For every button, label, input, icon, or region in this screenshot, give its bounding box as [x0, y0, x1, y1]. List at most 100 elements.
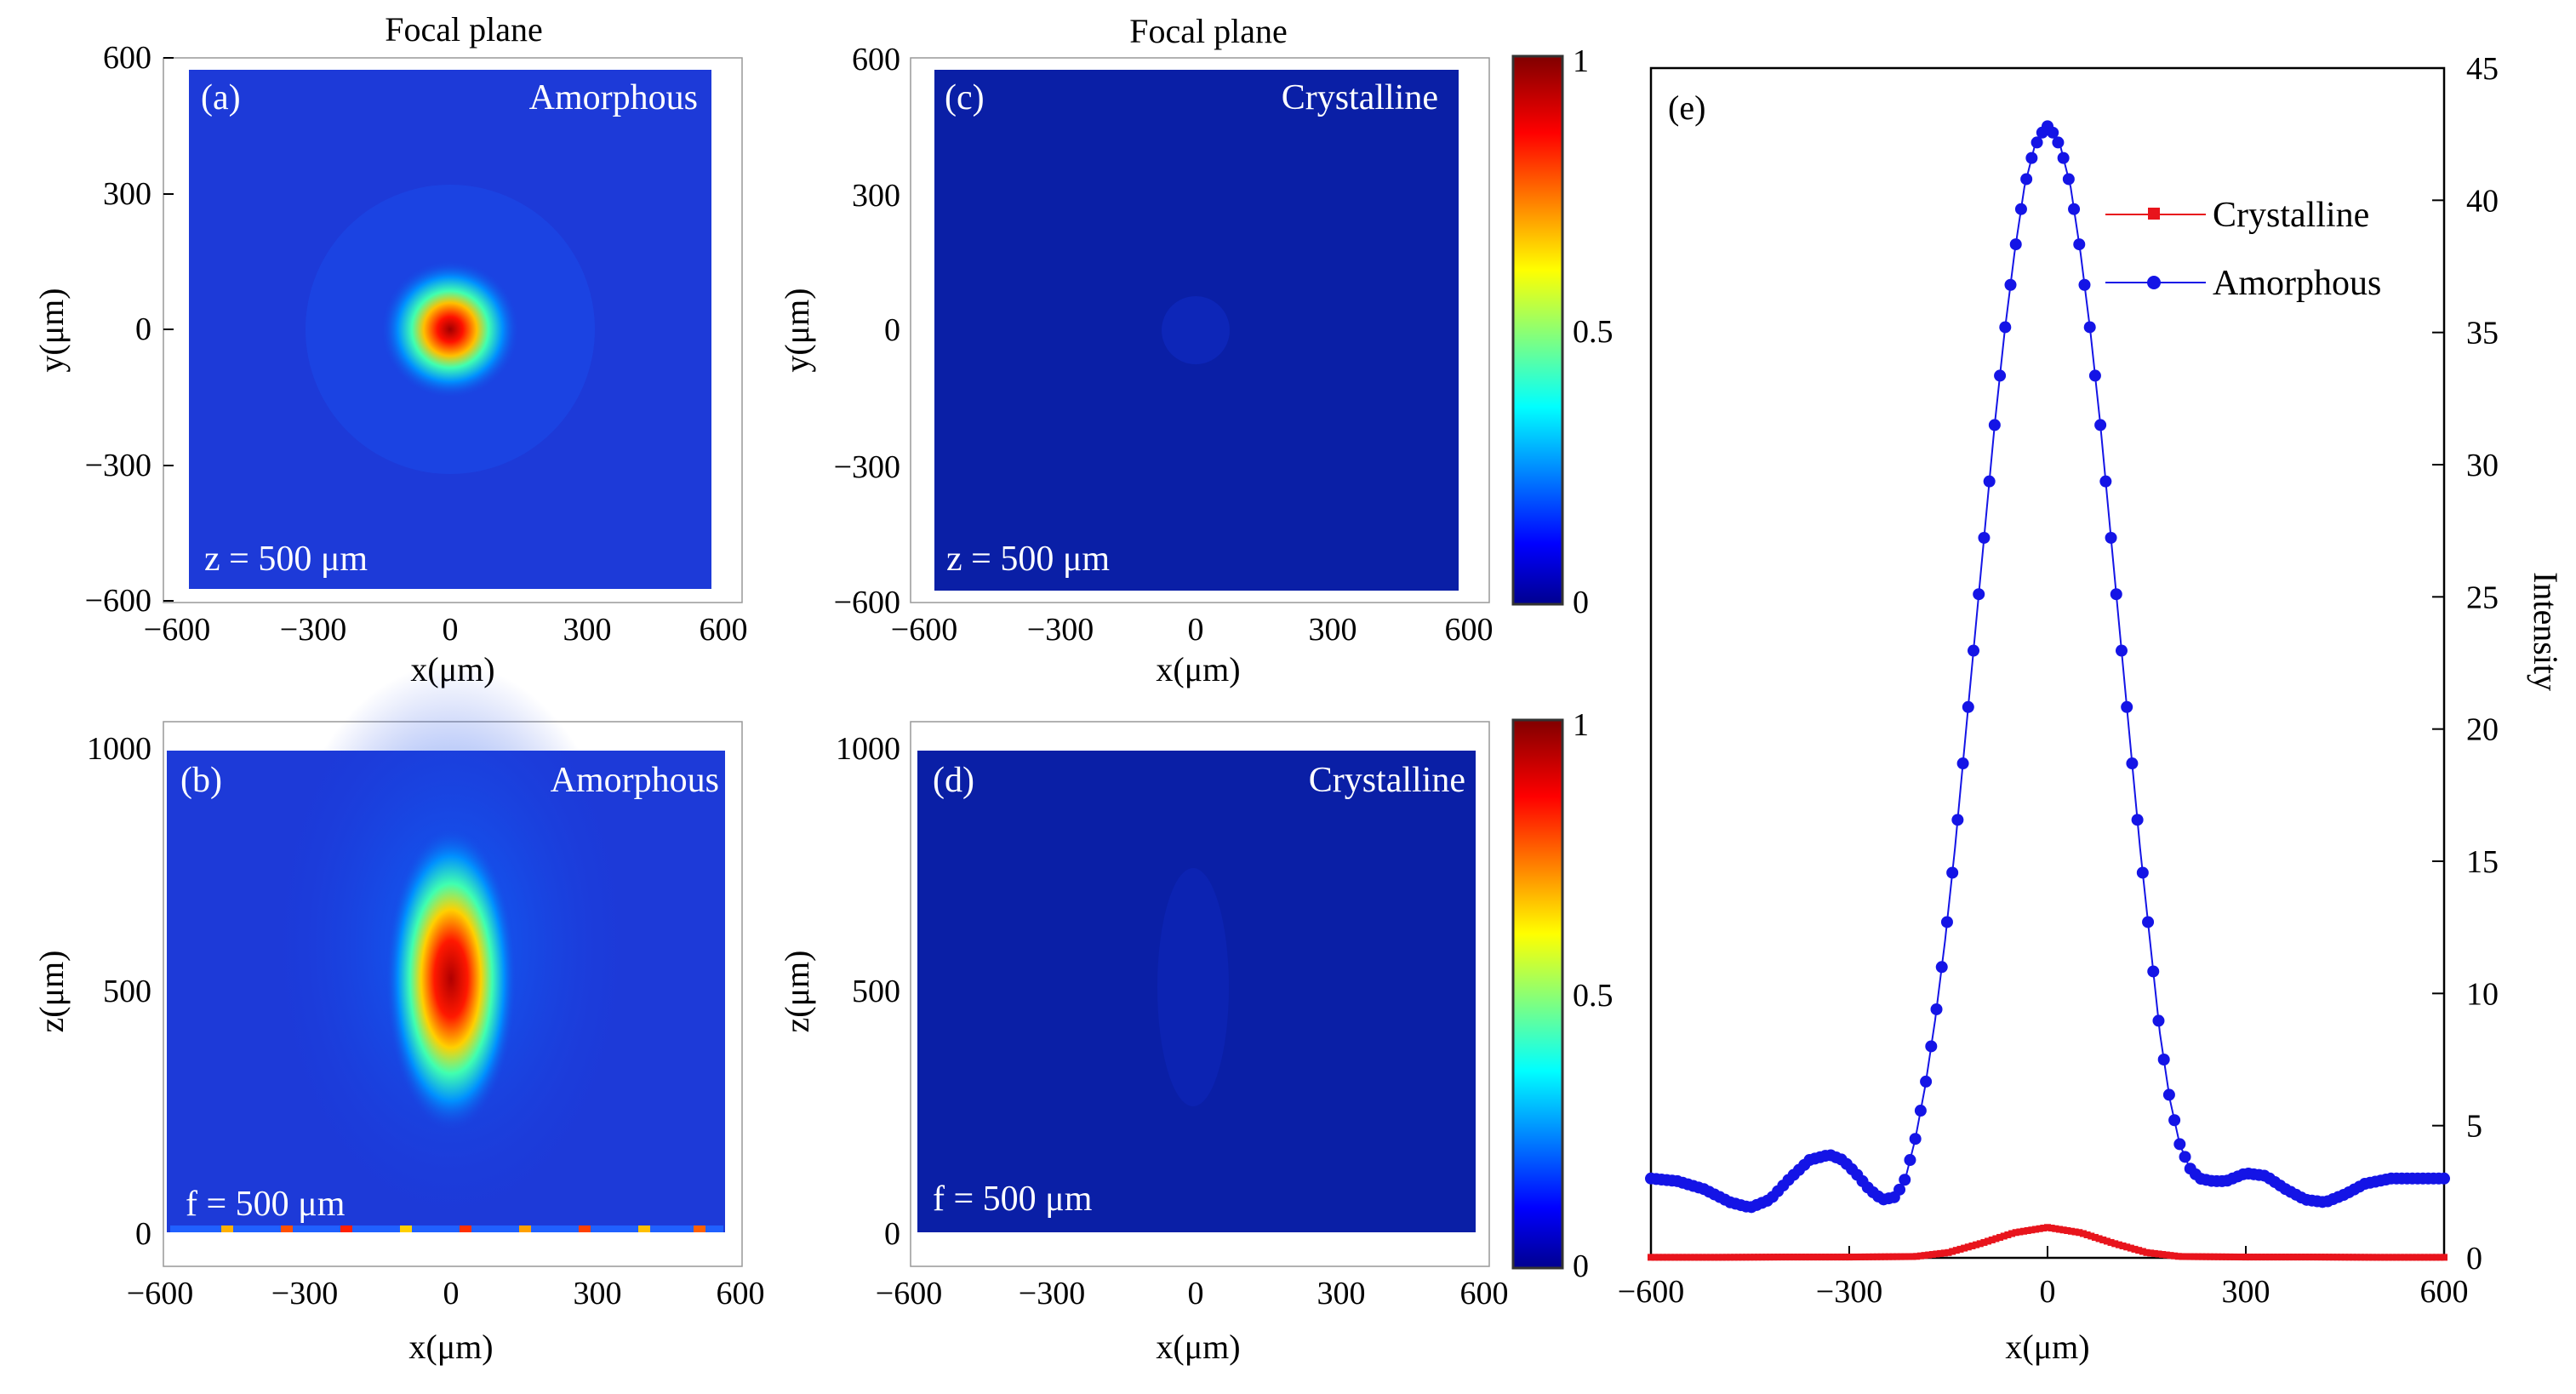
data-point-crystalline — [2036, 1225, 2043, 1232]
data-point-crystalline — [2131, 1245, 2139, 1253]
panel-b-plane-note: f = 500 μm — [186, 1185, 346, 1224]
data-point-crystalline — [2179, 1253, 2186, 1260]
tick-label: −600 — [85, 583, 151, 619]
panel-b-x-ticks: −600 −300 0 300 600 — [127, 1276, 765, 1311]
y-tick-label: 25 — [2466, 580, 2499, 615]
data-point-crystalline — [1813, 1254, 1821, 1261]
data-point-crystalline — [1822, 1254, 1830, 1261]
tick-label: −600 — [834, 585, 900, 620]
data-point-crystalline — [2377, 1254, 2385, 1261]
data-point-crystalline — [2270, 1254, 2277, 1261]
data-point-amorphous — [1983, 475, 1996, 488]
data-point-crystalline — [1825, 1254, 1833, 1261]
data-point-crystalline — [2322, 1254, 2329, 1261]
data-point-crystalline — [1837, 1254, 1845, 1261]
data-point-crystalline — [2139, 1248, 2146, 1255]
y-tick-label: 20 — [2466, 712, 2499, 748]
data-point-crystalline — [2262, 1254, 2270, 1261]
data-point-crystalline — [2253, 1254, 2261, 1261]
data-point-crystalline — [1711, 1254, 1718, 1261]
panel-b-label: (b) — [180, 761, 222, 800]
data-point-crystalline — [2016, 1228, 2024, 1236]
tick-label: 1000 — [87, 731, 151, 767]
data-point-crystalline — [1659, 1254, 1666, 1261]
legend-amorphous-label: Amorphous — [2213, 264, 2381, 303]
data-point-crystalline — [2028, 1226, 2036, 1234]
y-tick-label: 30 — [2466, 448, 2499, 483]
data-point-crystalline — [1675, 1254, 1682, 1261]
data-point-crystalline — [2405, 1254, 2413, 1261]
data-point-amorphous — [1930, 1003, 1943, 1015]
tick-label: 300 — [1309, 612, 1357, 648]
panel-b-xlabel: x(μm) — [408, 1328, 493, 1366]
colorbar-bottom-tick-mid: 0.5 — [1573, 978, 1614, 1014]
tick-label: 0 — [1188, 612, 1204, 648]
data-point-crystalline — [1691, 1254, 1699, 1261]
data-point-crystalline — [1648, 1254, 1654, 1261]
data-point-amorphous — [2031, 136, 2043, 149]
y-tick-label: 10 — [2466, 976, 2499, 1012]
tick-label: 600 — [717, 1276, 765, 1311]
data-point-crystalline — [1952, 1247, 1960, 1254]
data-point-crystalline — [2250, 1254, 2258, 1261]
y-tick-label: 35 — [2466, 316, 2499, 351]
data-point-crystalline — [2155, 1250, 2162, 1258]
data-point-crystalline — [2325, 1254, 2333, 1261]
data-point-crystalline — [2150, 1249, 2158, 1257]
data-point-crystalline — [1869, 1253, 1876, 1260]
data-point-crystalline — [1706, 1254, 1714, 1261]
data-point-crystalline — [1679, 1254, 1687, 1261]
data-point-crystalline — [1928, 1251, 1936, 1259]
data-point-crystalline — [2337, 1254, 2345, 1261]
data-point-amorphous — [2110, 588, 2122, 601]
data-point-crystalline — [2396, 1254, 2404, 1261]
data-point-crystalline — [2432, 1254, 2440, 1261]
tick-label: −300 — [1027, 612, 1094, 648]
data-point-crystalline — [1992, 1235, 2000, 1243]
data-point-crystalline — [2135, 1247, 2143, 1254]
data-point-crystalline — [1671, 1254, 1678, 1261]
data-point-crystalline — [2369, 1254, 2377, 1261]
data-point-crystalline — [1956, 1245, 1964, 1253]
data-point-amorphous — [1951, 814, 1964, 826]
data-point-crystalline — [2242, 1254, 2249, 1261]
legend-crystalline-label: Crystalline — [2213, 196, 2369, 235]
data-point-amorphous — [1973, 588, 1985, 601]
data-point-crystalline — [1667, 1254, 1675, 1261]
data-point-crystalline — [2000, 1232, 2008, 1240]
colorbar-bottom: 1 0.5 0 — [1511, 707, 1614, 1284]
panel-d-plane-note: f = 500 μm — [933, 1180, 1093, 1219]
data-point-crystalline — [1980, 1238, 1988, 1246]
data-point-crystalline — [2345, 1254, 2353, 1261]
data-point-crystalline — [2107, 1238, 2115, 1246]
data-point-amorphous — [2078, 278, 2091, 291]
data-point-amorphous — [2025, 151, 2038, 164]
tick-label: 0 — [884, 312, 900, 348]
data-point-amorphous — [2004, 278, 2017, 291]
tick-label: 300 — [574, 1276, 622, 1311]
panel-b-y-ticks: 1000 500 0 — [87, 731, 151, 1252]
tick-label: 500 — [103, 974, 151, 1009]
data-point-crystalline — [2413, 1254, 2420, 1261]
data-point-crystalline — [1988, 1236, 1996, 1243]
data-point-crystalline — [1964, 1243, 1972, 1251]
data-point-crystalline — [1742, 1254, 1750, 1261]
data-point-crystalline — [2393, 1254, 2401, 1261]
data-point-crystalline — [1949, 1248, 1956, 1255]
data-point-crystalline — [1985, 1237, 1992, 1245]
data-point-amorphous — [2126, 757, 2139, 770]
data-point-crystalline — [2385, 1254, 2392, 1261]
tick-label: 600 — [1445, 612, 1494, 648]
tick-label: 0 — [443, 1276, 460, 1311]
tick-label: 1000 — [836, 731, 900, 767]
tick-label: 600 — [103, 40, 151, 76]
data-point-crystalline — [2246, 1254, 2253, 1261]
tick-label: 300 — [1317, 1276, 1366, 1311]
data-point-crystalline — [2389, 1254, 2396, 1261]
tick-label: 0 — [135, 1216, 151, 1252]
data-point-crystalline — [2401, 1254, 2408, 1261]
data-point-crystalline — [2417, 1254, 2425, 1261]
data-point-amorphous — [2057, 151, 2070, 164]
data-point-crystalline — [1758, 1254, 1766, 1261]
data-point-amorphous — [2083, 321, 2096, 334]
